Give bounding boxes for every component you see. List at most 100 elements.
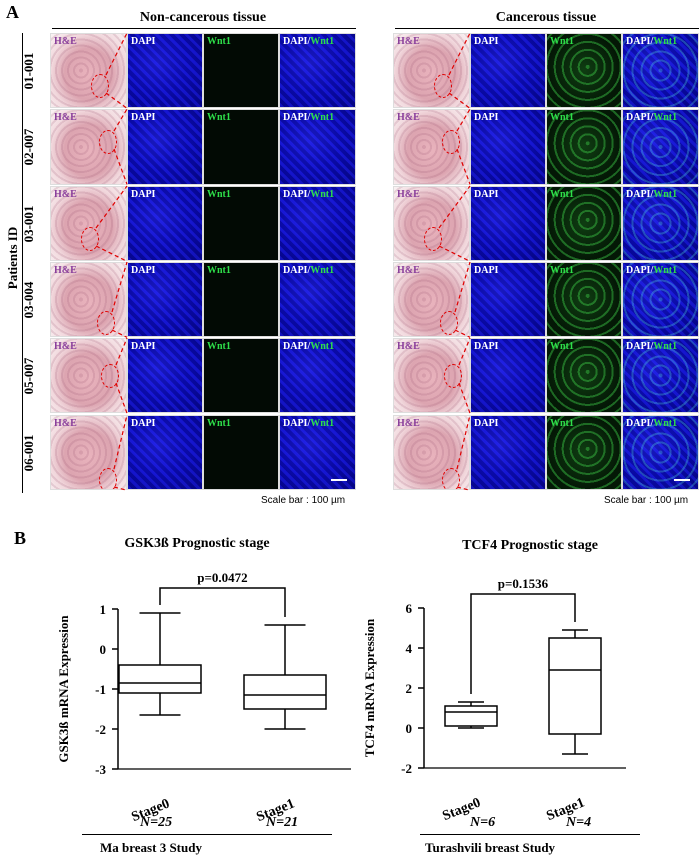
zoom-line bbox=[95, 185, 128, 228]
zoom-lines bbox=[456, 414, 471, 491]
zoom-lines bbox=[454, 261, 471, 338]
he-texture bbox=[51, 34, 126, 108]
y-tick-label: -2 bbox=[95, 722, 106, 737]
zoom-line bbox=[113, 414, 128, 469]
dapi-label: DAPI bbox=[131, 36, 156, 47]
zoom-line bbox=[448, 92, 471, 109]
patient-id-label: 06-001 bbox=[21, 434, 36, 472]
wnt1-tile: Wnt1 bbox=[203, 414, 279, 490]
dapi-texture bbox=[128, 110, 202, 184]
zoom-lines bbox=[95, 185, 128, 262]
zoom-lines bbox=[111, 261, 128, 338]
region-circle bbox=[101, 364, 119, 389]
he-tile: H&E bbox=[393, 338, 470, 414]
patient-id-label: 02-007 bbox=[21, 129, 36, 166]
iqr-box bbox=[548, 637, 602, 735]
merge-tile: DAPI/Wnt1 bbox=[622, 33, 699, 109]
region-circle bbox=[81, 226, 99, 251]
scale-bar-caption: Scale bar : 100 µm bbox=[604, 495, 689, 506]
zoom-line bbox=[438, 185, 471, 228]
dapi-texture bbox=[623, 415, 698, 489]
zoom-lines bbox=[456, 108, 471, 185]
merge-texture bbox=[623, 339, 698, 413]
merge-tile: DAPI/Wnt1 bbox=[622, 185, 699, 261]
significance-bracket bbox=[470, 593, 576, 694]
y-axis-label: TCF4 mRNA Expression bbox=[362, 618, 377, 757]
he-tile: H&E bbox=[393, 261, 470, 338]
group-title-cancerous: Cancerous tissue bbox=[495, 10, 597, 25]
dapi-tile: DAPI bbox=[470, 414, 546, 490]
zoom-lines bbox=[448, 32, 471, 109]
dapi-tile: DAPI bbox=[127, 185, 203, 261]
he-label: H&E bbox=[54, 36, 77, 47]
y-tick-label: -3 bbox=[95, 762, 106, 777]
zoom-lines bbox=[438, 185, 471, 262]
wnt1-label: Wnt1 bbox=[207, 417, 231, 429]
p-value-label: p=0.0472 bbox=[197, 570, 247, 585]
he-label: H&E bbox=[54, 341, 77, 353]
he-label: H&E bbox=[54, 417, 77, 429]
he-tile: H&E bbox=[393, 185, 470, 261]
zoom-lines bbox=[458, 337, 471, 414]
zoom-line bbox=[454, 329, 471, 338]
merge-label: DAPI/Wnt1 bbox=[626, 417, 678, 429]
dapi-label: DAPI bbox=[474, 36, 499, 47]
p-value-label: p=0.1536 bbox=[498, 576, 549, 591]
he-label: H&E bbox=[397, 188, 420, 200]
zoom-line bbox=[113, 485, 128, 491]
he-tile: H&E bbox=[50, 33, 127, 109]
dapi-label: DAPI bbox=[131, 188, 156, 200]
zoom-line bbox=[456, 414, 471, 469]
wnt1-label: Wnt1 bbox=[550, 36, 574, 47]
merge-texture bbox=[623, 34, 698, 108]
dapi-texture bbox=[128, 262, 202, 337]
merge-tile: DAPI/Wnt1 bbox=[279, 261, 356, 338]
dapi-tile: DAPI bbox=[470, 261, 546, 338]
wnt1-tile: Wnt1 bbox=[546, 338, 622, 414]
patient-id-label: 05-007 bbox=[21, 357, 36, 395]
he-tile: H&E bbox=[50, 338, 127, 414]
group-title-rule bbox=[395, 28, 699, 29]
merge-label: DAPI/Wnt1 bbox=[626, 36, 678, 47]
y-tick-label: -2 bbox=[401, 761, 412, 776]
zoom-lines bbox=[113, 108, 128, 185]
patient-id-label: 03-001 bbox=[21, 205, 36, 243]
dapi-tile: DAPI bbox=[470, 33, 546, 109]
region-circle bbox=[442, 467, 460, 489]
merge-tile: DAPI/Wnt1 bbox=[622, 414, 699, 490]
he-tile: H&E bbox=[50, 414, 127, 490]
wnt1-texture bbox=[547, 34, 621, 108]
dapi-texture bbox=[280, 262, 355, 337]
wnt1-tile: Wnt1 bbox=[546, 414, 622, 490]
tcf4-study-rule bbox=[420, 834, 640, 835]
dapi-label: DAPI bbox=[474, 112, 499, 124]
scale-bar-line bbox=[331, 478, 347, 481]
scale-bar-caption: Scale bar : 100 µm bbox=[261, 495, 346, 506]
wnt1-label: Wnt1 bbox=[550, 112, 574, 124]
he-label: H&E bbox=[54, 264, 77, 276]
iqr-box bbox=[118, 664, 202, 694]
significance-bracket bbox=[159, 587, 286, 617]
zoom-line bbox=[115, 382, 128, 414]
zoom-line bbox=[448, 32, 471, 76]
dapi-texture bbox=[471, 186, 545, 260]
y-tick-label: 2 bbox=[406, 681, 413, 696]
dapi-tile: DAPI bbox=[127, 33, 203, 109]
wnt1-texture bbox=[547, 262, 621, 337]
merge-tile: DAPI/Wnt1 bbox=[279, 185, 356, 261]
dapi-texture bbox=[280, 34, 355, 108]
wnt1-label: Wnt1 bbox=[550, 341, 574, 353]
region-circle bbox=[97, 310, 115, 335]
dapi-tile: DAPI bbox=[127, 338, 203, 414]
scale-bar-line bbox=[674, 478, 690, 481]
group-title-noncancerous: Non-cancerous tissue bbox=[139, 10, 267, 25]
region-circle bbox=[442, 130, 460, 155]
merge-label: DAPI/Wnt1 bbox=[626, 264, 678, 276]
gsk3b-study-label: Ma breast 3 Study bbox=[100, 840, 202, 855]
zoom-line bbox=[115, 337, 128, 366]
wnt1-tile: Wnt1 bbox=[203, 338, 279, 414]
he-label: H&E bbox=[54, 112, 77, 124]
merge-label: DAPI/Wnt1 bbox=[283, 188, 335, 200]
wnt1-tile: Wnt1 bbox=[203, 109, 279, 185]
merge-label: DAPI/Wnt1 bbox=[283, 417, 335, 429]
